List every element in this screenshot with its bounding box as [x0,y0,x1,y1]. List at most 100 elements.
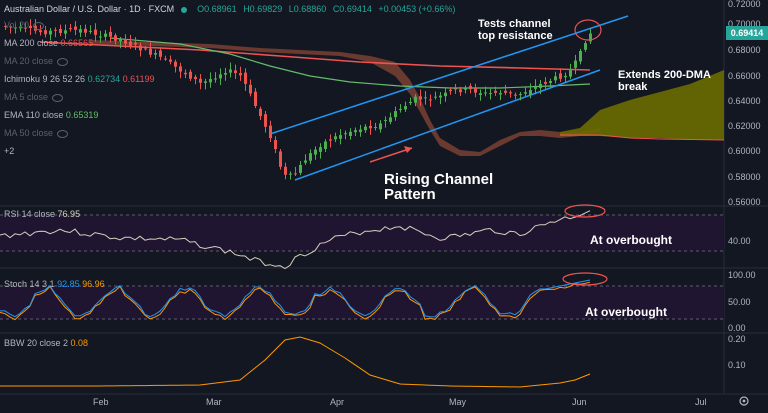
bbw-legend[interactable]: BBW 20 close 2 0.08 [4,338,89,348]
candle-body [69,28,72,30]
candle-body [204,81,207,83]
candles [4,18,592,180]
price-tick: 0.58000 [728,172,761,182]
annotation-rising-channel: Rising Channel Pattern [384,171,494,203]
candle-body [274,140,277,150]
candle-body [159,50,162,57]
candle-body [529,90,532,96]
resistance-highlight [574,19,602,41]
candle-body [49,30,52,35]
candle-body [44,30,47,35]
candle-body [24,27,27,29]
candle-body [584,43,587,50]
eye-hidden-icon[interactable] [57,129,69,138]
symbol-header: Australian Dollar / U.S. Dollar · 1D · F… [4,4,456,14]
candle-body [14,27,17,29]
candle-body [149,48,152,55]
bbw-tick: 0.20 [728,334,746,344]
candle-body [164,58,167,60]
candle-body [254,91,257,107]
time-tick: Jul [695,397,707,407]
candle-body [169,59,172,62]
candle-body [259,108,262,117]
time-tick: Jun [572,397,587,407]
indicator-ma5[interactable]: MA 5 close [4,91,64,103]
indicator-ma20[interactable]: MA 20 close [4,55,69,67]
rsi-highlight [564,204,606,218]
candle-body [39,30,42,33]
candle-body [294,173,297,175]
candle-body [119,39,122,42]
candle-body [559,73,562,79]
candle-body [144,48,147,50]
candle-body [344,133,347,135]
ohlc-close: C0.69414 [332,4,372,14]
trend-arrow [369,147,413,163]
ohlc-low: L0.68860 [288,4,327,14]
indicator-vol[interactable]: Vol 20 [4,19,45,31]
candle-body [309,153,312,161]
eye-hidden-icon[interactable] [33,21,45,30]
interval[interactable]: 1D [129,4,141,14]
candle-body [359,129,362,133]
candle-body [544,81,547,84]
ohlc-high: H0.69829 [243,4,283,14]
price-tick: 0.56000 [728,197,761,207]
candle-body [219,74,222,79]
candle-body [84,28,87,33]
indicator-ema110[interactable]: EMA 110 close 0.65319 [4,110,99,120]
candle-body [134,42,137,45]
ichimoku-cloud-green [560,70,724,140]
candle-body [339,135,342,139]
rsi-legend[interactable]: RSI 14 close 76.95 [4,209,81,219]
price-tick: 0.72000 [728,0,761,9]
indicator-ma200[interactable]: MA 200 close 0.66565 [4,38,94,48]
candle-body [29,25,32,29]
candle-body [574,60,577,68]
candle-body [209,78,212,83]
indicator-ma50[interactable]: MA 50 close [4,127,69,139]
annotation-rsi-overbought: At overbought [590,233,672,247]
eye-hidden-icon[interactable] [52,93,64,102]
candle-body [59,28,62,33]
indicator-ichimoku[interactable]: Ichimoku 9 26 52 26 0.62734 0.61199 [4,74,155,84]
candle-body [9,26,12,28]
candle-body [474,88,477,93]
candle-body [179,66,182,72]
candle-body [349,131,352,136]
stoch-k-line [0,279,591,318]
candle-body [279,151,282,167]
candle-body [154,53,157,55]
data-source: FXCM [148,4,175,14]
bbw-line [0,336,591,388]
channel-bottom [294,69,601,181]
time-tick: Apr [330,397,345,407]
candle-body [284,166,287,175]
candle-body [564,75,567,78]
rsi-line [0,210,591,270]
candle-body [589,33,592,42]
time-tick: Feb [93,397,109,407]
stoch-tick: 0.00 [728,323,746,333]
candle-body [369,125,372,129]
settings-icon[interactable] [739,396,749,406]
candle-body [114,35,117,41]
stoch-legend[interactable]: Stoch 14 3 1 92.85 96.96 [4,279,105,289]
candle-body [354,130,357,133]
candle-body [244,72,247,84]
price-tick: 0.64000 [728,96,761,106]
more-indicators[interactable]: +2 [4,146,15,156]
candle-body [334,136,337,140]
channel-top [269,15,629,135]
stoch-d-line [0,281,591,321]
candle-body [314,149,317,155]
candle-body [54,29,57,31]
candle-body [319,147,322,152]
eye-hidden-icon[interactable] [57,57,69,66]
candle-body [379,123,382,130]
ma200-line [39,41,591,71]
candle-body [189,71,192,79]
rsi-tick: 40.00 [728,236,751,246]
candle-body [214,78,217,80]
